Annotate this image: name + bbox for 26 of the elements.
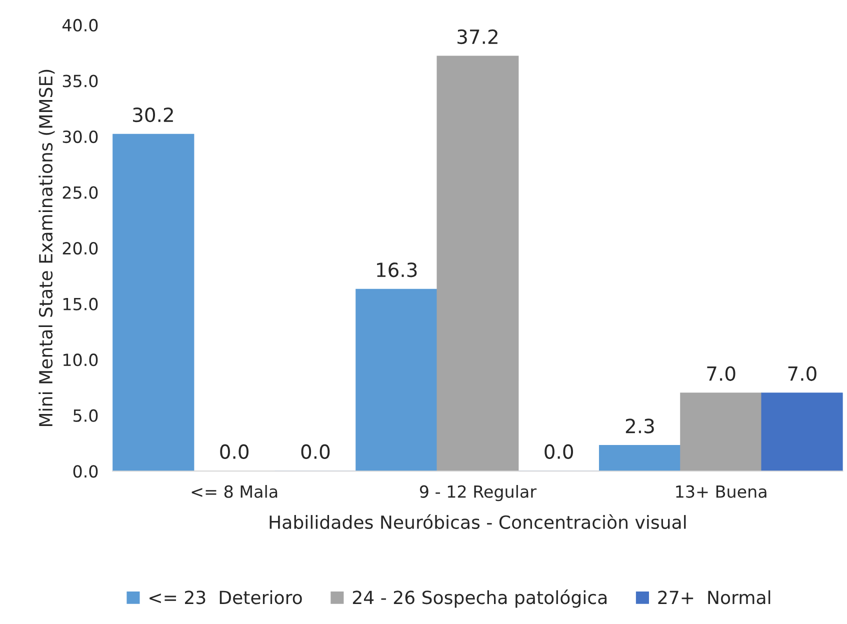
x-tick-label: 13+ Buena (676, 485, 766, 498)
y-tick-label: 25.0 (62, 186, 98, 199)
y-tick-label: 0.0 (73, 465, 98, 478)
data-label: 7.0 (707, 366, 736, 381)
y-tick-label: 5.0 (74, 409, 98, 422)
x-tick-label: <= 8 Mala (192, 485, 278, 498)
y-tick-label: 30.0 (62, 130, 98, 144)
y-tick-label: 35.0 (62, 74, 98, 88)
data-label: 0.0 (544, 444, 574, 460)
y-tick-label: 10.0 (63, 354, 98, 366)
data-label: 30.2 (133, 107, 173, 122)
x-axis-title: Habilidades Neuróbicas - Concentraciòn visual (270, 514, 686, 530)
data-label: 0.0 (220, 444, 249, 460)
y-tick-label: 20.0 (62, 242, 98, 255)
data-label: 2.3 (626, 418, 654, 434)
data-label: 37.2 (458, 29, 498, 44)
data-label: 0.0 (301, 444, 330, 460)
y-tick-label: 15.0 (63, 298, 98, 310)
legend-label: 24 - 26 Sospecha patológica (352, 590, 607, 608)
x-tick-label: 9 - 12 Regular (420, 485, 537, 502)
y-axis-title: Mini Mental State Examinations (MMSE) (38, 70, 55, 426)
legend-label: 27+ Normal (658, 590, 770, 604)
y-tick-label: 40.0 (62, 18, 98, 32)
legend-label: <= 23 Deterioro (150, 590, 302, 604)
data-label: 16.3 (377, 262, 417, 278)
data-label: 7.0 (788, 366, 816, 381)
